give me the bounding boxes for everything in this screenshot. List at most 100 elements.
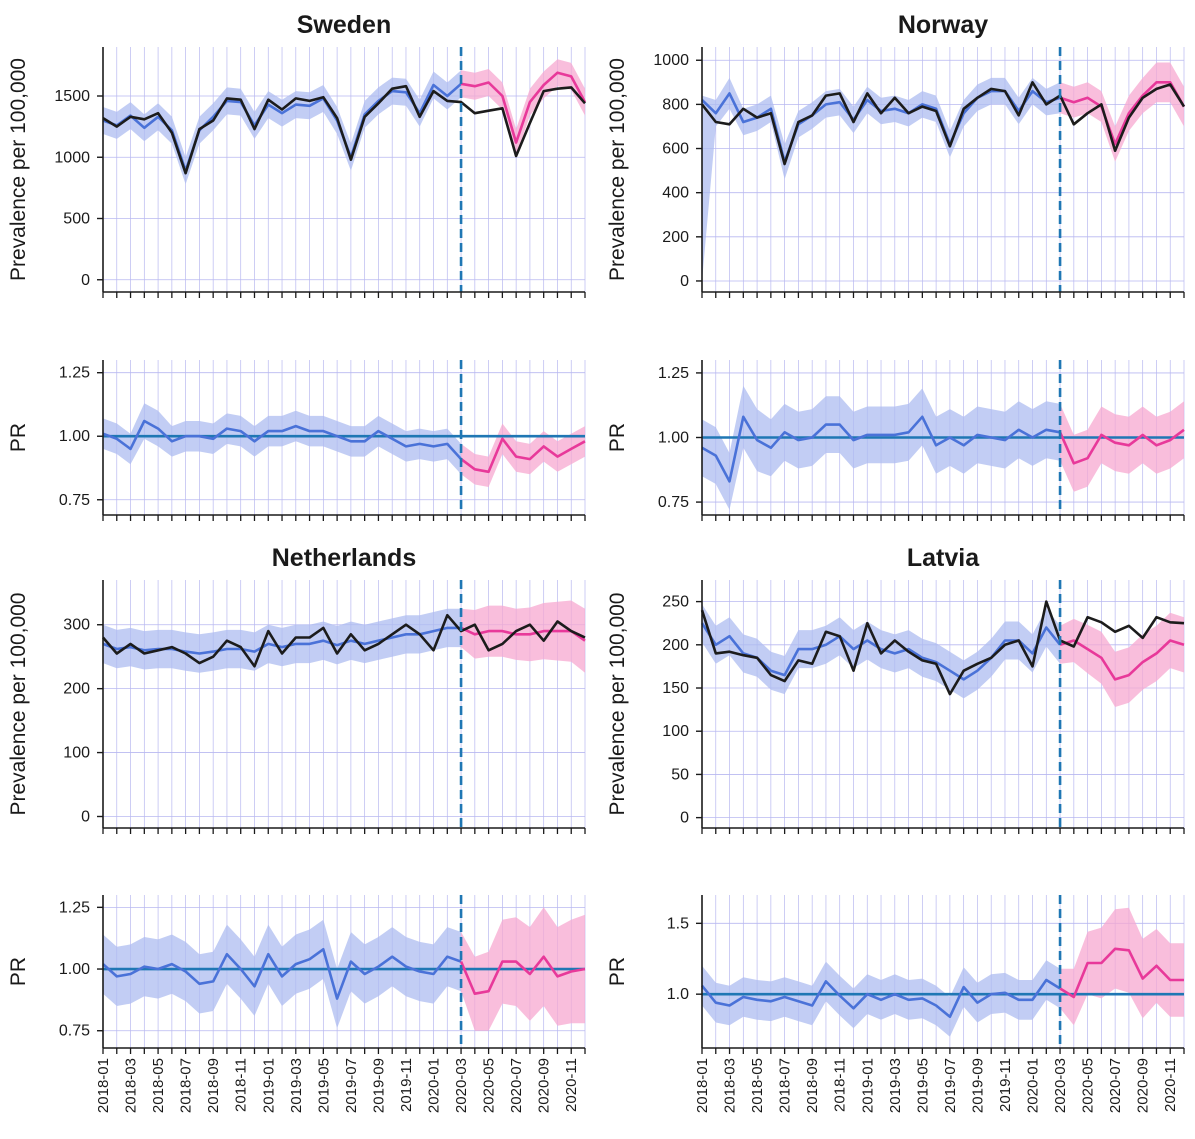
confidence-band-pre [103,919,462,1029]
y-tick-label: 0.75 [59,1023,90,1040]
series-ratio-post [1058,428,1185,465]
panel-sweden: Sweden 0 500 1000 1500 Prevalence per 100,000… [7,11,587,521]
x-tick-label: 2019-01 [260,1058,277,1113]
series-predicted-post [460,626,586,642]
x-tick-label: 2019-05 [914,1058,931,1113]
y-tick-label: 1.5 [667,915,689,932]
panel-title: Netherlands [272,544,416,572]
y-tick-label: 1.00 [59,961,90,978]
y-tick-label: 0 [680,810,689,827]
x-tick-label: 2019-03 [887,1058,904,1113]
y-axis-label: Prevalence per 100,000 [606,58,629,281]
y-tick-label: 1.25 [59,899,90,916]
x-tick-label: 2018-03 [123,1058,140,1113]
y-tick-label: 1.0 [667,986,689,1003]
series-observed [700,600,1185,696]
series-ratio-post [1059,947,1184,999]
x-tick-label: 2020-07 [508,1058,525,1113]
y-axis-label: PR [7,423,30,452]
y-tick-label: 1000 [653,52,689,69]
y-axis-label: Prevalence per 100,000 [7,593,30,816]
series-ratio-pre [102,419,463,460]
y-tick-label: 0 [81,272,90,289]
series-ratio-pre [700,978,1061,1019]
x-tick-label: 2020-09 [1135,1058,1152,1113]
confidence-band-pre [103,403,462,475]
x-tick-label: 2019-11 [398,1058,415,1112]
x-tick-label: 2020-05 [1080,1058,1097,1113]
x-tick-label: 2018-11 [233,1058,250,1112]
confidence-band-pre [103,608,462,673]
y-tick-label: 250 [662,594,689,611]
x-tick-label: 2018-01 [694,1058,711,1113]
x-tick-label: 2019-07 [942,1058,959,1113]
panel-title: Norway [898,11,988,39]
x-tick-label: 2019-07 [343,1058,360,1113]
x-tick-label: 2018-09 [205,1058,222,1113]
y-axis-label: PR [7,957,30,986]
series-ratio-post [459,955,586,995]
x-tick-label: 2020-09 [536,1058,553,1113]
confidence-band-post [461,600,585,673]
y-tick-label: 100 [63,745,90,762]
x-tick-label: 2018-09 [804,1058,821,1113]
x-tick-label: 2018-01 [95,1058,112,1113]
y-tick-label: 1.25 [658,365,689,382]
confidence-band-post [1060,401,1184,492]
prevalence-subplot: 0 500 1000 1500 Prevalence per 100,000 [7,47,587,298]
y-tick-label: 50 [671,766,689,783]
x-tick-label: 2019-01 [859,1058,876,1113]
panel-norway: Norway 0 200 400 600 800 1000 Prevalence per 10… [606,11,1186,521]
y-tick-label: 1500 [54,88,90,105]
x-tick-label: 2018-07 [777,1058,794,1113]
series-predicted-post [460,71,587,144]
confidence-band-post [461,423,585,487]
panel-netherlands: Netherlands 0 100 200 300 Prevalence per 100,… [7,544,586,1113]
confidence-band-post [461,59,585,156]
y-tick-label: 600 [662,141,689,158]
x-tick-label: 2020-01 [1025,1058,1042,1113]
y-tick-label: 200 [662,229,689,246]
x-tick-label: 2019-09 [969,1058,986,1113]
y-tick-label: 200 [63,681,90,698]
prevalence-subplot: 0 50 100 150 200 250 Prevalence per 100,000 [606,580,1185,834]
y-axis-label: Prevalence per 100,000 [606,593,629,816]
ratio-subplot: 1.0 1.5 PR 2018-01 2018-03 2018-05 2018-07 2018… [606,895,1185,1113]
y-tick-label: 0 [81,808,90,825]
panel-latvia: Latvia 0 50 100 150 200 250 Prevalence per 100,… [606,544,1185,1113]
x-tick-label: 2020-11 [563,1058,580,1112]
x-tick-label: 2019-03 [288,1058,305,1113]
ratio-subplot: 0.75 1.00 1.25 PR [606,360,1185,521]
x-tick-label: 2020-05 [481,1058,498,1113]
y-tick-label: 400 [662,185,689,202]
series-observed [102,613,586,668]
y-tick-label: 0 [680,273,689,290]
series-predicted-post [1059,639,1185,681]
y-tick-label: 0.75 [658,494,689,511]
prevalence-subplot: 0 200 400 600 800 1000 Prevalence per 100,000 [606,47,1186,298]
ratio-subplot: 0.75 1.00 1.25 PR 2018-01 2018-03 2018-05 2018-… [7,895,586,1113]
y-tick-label: 1000 [54,149,90,166]
x-tick-label: 2018-05 [749,1058,766,1113]
confidence-band-pre [702,385,1061,510]
series-observed [102,84,586,175]
series-ratio-pre [701,415,1061,483]
panel-title: Latvia [907,544,980,572]
series-observed [700,81,1186,166]
y-tick-label: 500 [63,211,90,228]
y-tick-label: 150 [662,680,689,697]
prevalence-subplot: 0 100 200 300 Prevalence per 100,000 [7,580,586,834]
y-tick-label: 200 [662,637,689,654]
series-ratio-pre [102,948,462,1000]
x-tick-label: 2020-03 [1052,1058,1069,1113]
y-axis-label: PR [606,957,629,986]
x-tick-label: 2019-09 [370,1058,387,1113]
y-tick-label: 0.75 [59,492,90,509]
y-tick-label: 1.00 [658,430,689,447]
x-tick-label: 2018-11 [832,1058,849,1112]
y-axis-label: Prevalence per 100,000 [7,58,30,281]
ratio-subplot: 0.75 1.00 1.25 PR [7,360,586,521]
panel-title: Sweden [297,11,391,39]
x-tick-label: 2018-03 [722,1058,739,1113]
